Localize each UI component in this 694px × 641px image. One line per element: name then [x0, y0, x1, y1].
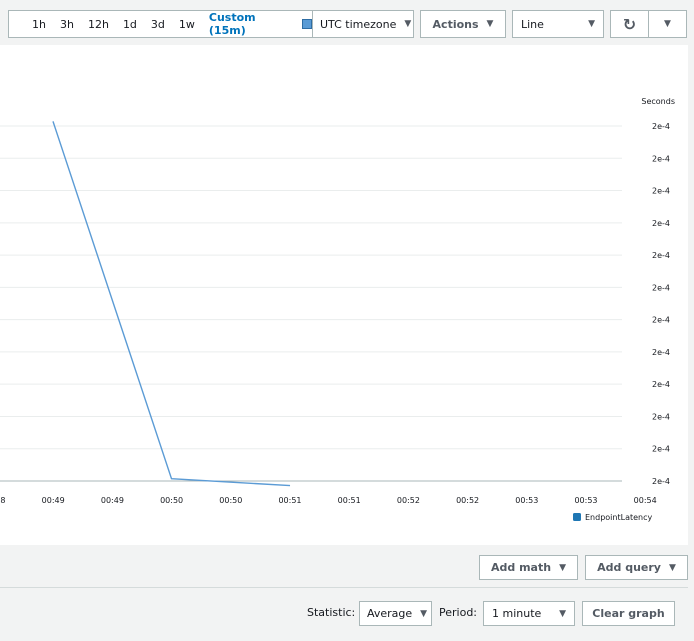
chevron-down-icon: ▼: [559, 562, 566, 573]
statistic-dropdown[interactable]: Average ▼: [359, 601, 432, 626]
y-tick-label: 2e-4: [652, 316, 670, 325]
timezone-dropdown[interactable]: UTC timezone ▼: [312, 10, 414, 38]
y-tick-label: 2e-4: [652, 412, 670, 421]
actions-button[interactable]: Actions ▼: [420, 10, 506, 38]
chevron-down-icon: ▼: [404, 19, 412, 29]
x-tick-label: 00:49: [101, 496, 124, 505]
chevron-down-icon: ▼: [420, 608, 428, 619]
add-math-label: Add math: [491, 561, 552, 574]
clear-graph-label: Clear graph: [592, 607, 665, 620]
x-tick-label: 00:51: [338, 496, 361, 505]
y-tick-label: 2e-4: [652, 187, 670, 196]
period-value: 1 minute: [492, 607, 542, 620]
graph-panel: Seconds 2e-4 2e-4 2e-4 2e-4 2e-4 2e-4 2e-4 2e-4 2…: [0, 45, 688, 545]
period-label: Period:: [439, 606, 478, 619]
range-1d[interactable]: 1d: [122, 17, 137, 31]
time-range-selector: 1h 3h 12h 1d 3d 1w Custom (15m): [8, 10, 313, 38]
refresh-options-dropdown[interactable]: ▼: [648, 10, 687, 38]
y-tick-label: 2e-4: [652, 283, 670, 292]
actions-label: Actions: [432, 17, 479, 31]
statistic-value: Average: [367, 607, 413, 620]
graph-type-label: Line: [521, 17, 544, 31]
refresh-button[interactable]: ↻: [610, 10, 649, 38]
range-1h[interactable]: 1h: [32, 17, 46, 31]
range-3d[interactable]: 3d: [150, 17, 165, 31]
chevron-down-icon: ▼: [486, 19, 494, 29]
chevron-down-icon: ▼: [668, 562, 676, 573]
divider: [0, 587, 688, 588]
y-tick-label: 2e-4: [652, 380, 670, 389]
add-math-button[interactable]: Add math ▼: [479, 555, 578, 580]
range-3h[interactable]: 3h: [59, 17, 74, 31]
x-tick-label: 00:53: [574, 496, 597, 505]
timezone-label: UTC timezone: [320, 17, 397, 31]
x-tick-label: 00:52: [397, 496, 420, 505]
y-tick-label: 2e-4: [652, 122, 670, 131]
graph-type-dropdown[interactable]: Line ▼: [512, 10, 604, 38]
x-tick-label: 00:52: [456, 496, 479, 505]
clear-graph-button[interactable]: Clear graph: [582, 601, 675, 626]
chevron-down-icon: ▼: [559, 608, 566, 619]
statistic-label: Statistic:: [307, 606, 356, 619]
period-dropdown[interactable]: 1 minute ▼: [483, 601, 575, 626]
add-query-button[interactable]: Add query ▼: [585, 555, 688, 580]
range-1w[interactable]: 1w: [178, 17, 195, 31]
legend-swatch: [573, 513, 581, 521]
x-tick-label: 00:50: [219, 496, 242, 505]
x-tick-label: 00:48: [0, 496, 6, 505]
y-tick-label: 2e-4: [652, 219, 670, 228]
y-tick-label: 2e-4: [652, 445, 670, 454]
calendar-icon[interactable]: [302, 19, 312, 29]
y-tick-label: 2e-4: [652, 348, 670, 357]
x-tick-label: 00:51: [278, 496, 301, 505]
y-tick-label: 2e-4: [652, 154, 670, 163]
x-tick-label: 00:49: [42, 496, 65, 505]
legend-label: EndpointLatency: [585, 513, 652, 522]
add-query-label: Add query: [597, 561, 661, 574]
chevron-down-icon: ▼: [664, 19, 671, 29]
y-tick-label: 2e-4: [652, 251, 670, 260]
x-tick-label: 00:50: [160, 496, 183, 505]
y-tick-label: 2e-4: [652, 477, 670, 486]
chevron-down-icon: ▼: [588, 19, 595, 29]
line-chart: Seconds 2e-4 2e-4 2e-4 2e-4 2e-4 2e-4 2e-4 2e-4 2…: [0, 97, 675, 522]
y-axis-label: Seconds: [641, 97, 675, 106]
x-tick-label: 00:54: [634, 496, 657, 505]
x-tick-label: 00:53: [515, 496, 538, 505]
refresh-icon: ↻: [622, 14, 637, 34]
range-custom[interactable]: Custom (15m): [208, 11, 256, 37]
series-line-endpointlatency: [52, 121, 291, 487]
range-12h[interactable]: 12h: [87, 17, 109, 31]
